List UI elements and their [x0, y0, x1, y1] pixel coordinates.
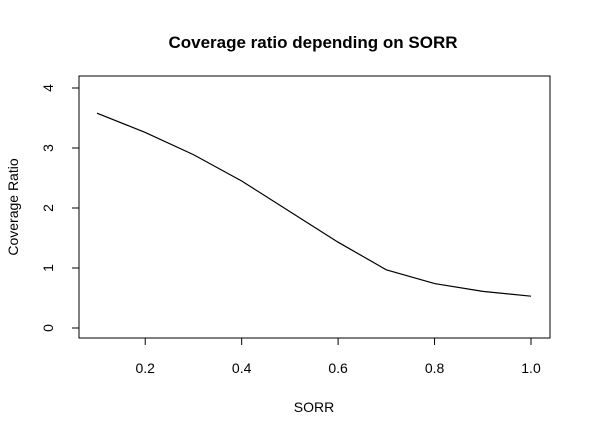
y-axis-label: Coverage Ratio [5, 158, 21, 255]
x-tick-label: 0.2 [135, 360, 155, 376]
x-tick-label: 1.0 [521, 360, 541, 376]
y-tick-label: 3 [40, 144, 56, 152]
x-axis: 0.2 0.4 0.6 0.8 1.0 [135, 337, 541, 376]
y-axis: 0 1 2 3 4 [40, 84, 80, 332]
x-axis-label: SORR [294, 399, 334, 415]
chart-title: Coverage ratio depending on SORR [168, 33, 457, 52]
x-tick-label: 0.4 [232, 360, 252, 376]
series-line [96, 112, 532, 297]
y-tick-label: 1 [40, 264, 56, 272]
x-tick-label: 0.8 [425, 360, 445, 376]
series-layer [96, 112, 532, 297]
y-tick-label: 0 [40, 324, 56, 332]
x-tick-label: 0.6 [328, 360, 348, 376]
plot-frame [78, 75, 551, 339]
y-tick-label: 2 [40, 204, 56, 212]
y-tick-label: 4 [40, 84, 56, 92]
